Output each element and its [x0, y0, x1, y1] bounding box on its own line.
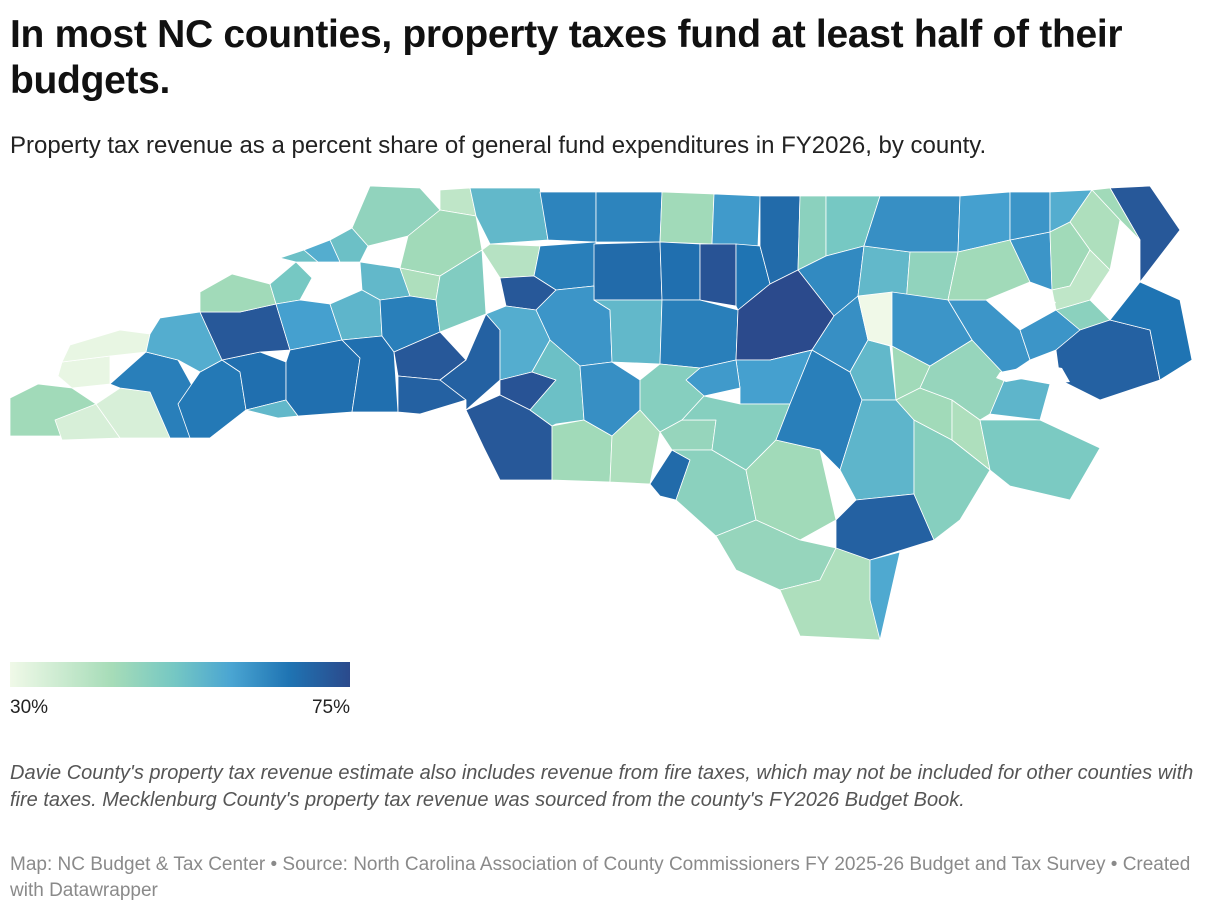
county-chowan[interactable]: Chowan: 36%: [1051, 249, 1111, 311]
county-stokes[interactable]: Stokes: 63%: [539, 191, 597, 243]
county-layer: Cherokee: 40%Clay: 33%Macon: 33%Graham: …: [9, 185, 1193, 641]
legend-min-label: 30%: [10, 697, 49, 718]
county-transylvania[interactable]: Transylvania: 65%: [177, 359, 247, 439]
county-wayne[interactable]: Wayne: 52%: [849, 339, 897, 401]
county-carteret[interactable]: Carteret: 47%: [979, 419, 1101, 501]
county-watauga[interactable]: Watauga: 50%: [329, 227, 369, 263]
county-caswell[interactable]: Caswell: 40%: [659, 191, 715, 245]
county-randolph[interactable]: Randolph: 52%: [593, 299, 663, 365]
county-pitt[interactable]: Pitt: 60%: [891, 291, 973, 367]
county-iredell[interactable]: Iredell: 46%: [435, 249, 487, 333]
county-yancey[interactable]: Yancey: 48%: [269, 261, 313, 305]
county-rockingham[interactable]: Rockingham: 63%: [595, 191, 663, 243]
county-orange[interactable]: Orange: 73%: [699, 243, 737, 307]
county-chatham[interactable]: Chatham: 64%: [659, 299, 739, 369]
county-yadkin[interactable]: Yadkin: 37%: [481, 243, 541, 279]
county-currituck[interactable]: Currituck: 72%: [1109, 185, 1181, 283]
chart-subtitle: Property tax revenue as a percent share …: [10, 132, 987, 159]
chart-note: Davie County's property tax revenue esti…: [10, 762, 1194, 811]
north-carolina-choropleth-map[interactable]: Cherokee: 40%Clay: 33%Macon: 33%Graham: …: [0, 175, 1220, 645]
pamlico-sound: [996, 364, 1070, 384]
county-rutherford[interactable]: Rutherford: 67%: [285, 339, 361, 417]
county-stanly[interactable]: Stanly: 50%: [529, 339, 585, 427]
albemarle-sound: [1000, 296, 1056, 310]
county-guilford[interactable]: Guilford: 68%: [593, 241, 663, 301]
county-madison[interactable]: Madison: 40%: [199, 273, 277, 313]
legend-max-label: 75%: [311, 697, 350, 718]
county-alamance[interactable]: Alamance: 67%: [659, 241, 701, 301]
county-person[interactable]: Person: 59%: [711, 193, 761, 247]
chart-title: In most NC counties, property taxes fund…: [10, 13, 1123, 102]
county-new-hanover[interactable]: New Hanover: 56%: [869, 551, 901, 641]
county-surry[interactable]: Surry: 52%: [469, 187, 549, 245]
county-hertford[interactable]: Hertford: 60%: [1009, 191, 1051, 241]
chart-footer: Map: NC Budget & Tax Center • Source: No…: [10, 854, 1191, 901]
county-richmond[interactable]: Richmond: 38%: [609, 409, 661, 485]
county-columbus[interactable]: Columbus: 42%: [715, 519, 837, 591]
color-legend: 30% 75%: [10, 662, 350, 721]
county-halifax[interactable]: Halifax: 61%: [863, 195, 961, 253]
legend-gradient-bar: [10, 662, 350, 687]
sounds-layer: [996, 296, 1070, 384]
